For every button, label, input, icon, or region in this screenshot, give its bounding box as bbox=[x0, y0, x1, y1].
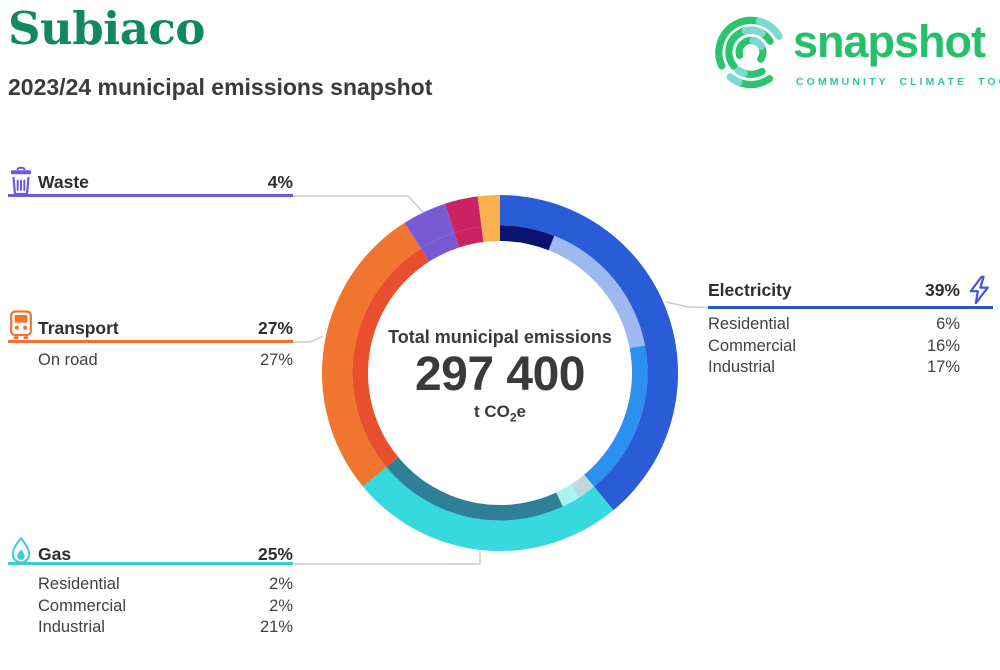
electricity-row-residential: Residential 6% bbox=[708, 315, 960, 333]
snapshot-tagline: COMMUNITY CLIMATE TOOL bbox=[796, 76, 1000, 88]
electricity-row-commercial: Commercial 16% bbox=[708, 336, 960, 355]
transport-underline bbox=[8, 340, 293, 343]
donut-segment-electricity-residential bbox=[500, 225, 555, 251]
transport-bus-icon bbox=[10, 310, 32, 340]
donut-segment-gas-commercial bbox=[556, 484, 580, 507]
transport-row-onroad: On road 27% bbox=[38, 351, 293, 369]
electricity-header: Electricity 39% bbox=[708, 280, 960, 301]
donut-segment-unlabeled-9 bbox=[481, 225, 500, 243]
donut-segment-waste bbox=[404, 203, 455, 249]
electricity-bolt-icon bbox=[969, 275, 989, 305]
waste-connector-line bbox=[293, 195, 424, 213]
gas-row-residential: Residential 2% bbox=[38, 575, 293, 593]
donut-segment-electricity-commercial bbox=[548, 235, 645, 349]
donut-segment-gas-residential bbox=[570, 474, 595, 498]
waste-header: Waste 4% bbox=[38, 172, 293, 193]
transport-label: Transport bbox=[38, 318, 119, 338]
total-emissions-unit: t CO2e bbox=[473, 402, 527, 425]
donut-segment-electricity-industrial bbox=[584, 345, 648, 487]
donut-segment-waste bbox=[420, 232, 460, 262]
gas-breakdown: Residential 2% Commercial 2% Industrial … bbox=[38, 574, 293, 639]
electricity-row-industrial: Industrial 17% bbox=[708, 358, 960, 376]
transport-connector-line bbox=[293, 335, 324, 343]
transport-breakdown: On road 27% bbox=[38, 350, 293, 372]
snapshot-logo-icon bbox=[715, 16, 783, 89]
waste-label: Waste bbox=[38, 172, 89, 192]
donut-center-text: Total municipal emissions 297 400 t CO2e bbox=[350, 327, 650, 425]
gas-underline bbox=[8, 562, 293, 565]
electricity-breakdown: Residential 6% Commercial 16% Industrial… bbox=[708, 314, 960, 379]
donut-rings bbox=[322, 195, 678, 551]
transport-percent: 27% bbox=[257, 318, 293, 338]
snapshot-wordmark: snapshot bbox=[793, 16, 986, 67]
donut-segment-transport bbox=[322, 222, 421, 487]
gas-percent: 25% bbox=[257, 544, 293, 564]
electricity-percent: 39% bbox=[924, 280, 960, 300]
gas-header: Gas 25% bbox=[38, 544, 293, 565]
gas-row-industrial: Industrial 21% bbox=[38, 618, 293, 636]
gas-label: Gas bbox=[38, 544, 72, 564]
gas-row-commercial: Commercial 2% bbox=[38, 596, 293, 615]
gas-connector-line bbox=[293, 551, 481, 565]
donut-segment-unlabeled-5 bbox=[477, 195, 500, 227]
donut-segment-unlabeled-8 bbox=[454, 226, 484, 248]
page-subtitle: 2023/24 municipal emissions snapshot bbox=[8, 74, 433, 100]
donut-segment-transport-on-road bbox=[352, 248, 430, 468]
donut-segment-electricity bbox=[500, 195, 678, 511]
donut-segment-gas-industrial bbox=[386, 457, 563, 521]
donut-segment-unlabeled-4 bbox=[444, 196, 482, 233]
total-emissions-label: Total municipal emissions bbox=[388, 327, 612, 347]
transport-header: Transport 27% bbox=[38, 318, 293, 339]
page-title: Subiaco bbox=[8, 2, 205, 55]
waste-trash-icon bbox=[11, 166, 31, 196]
waste-underline bbox=[8, 194, 293, 197]
waste-percent: 4% bbox=[267, 172, 293, 192]
electricity-label: Electricity bbox=[708, 280, 792, 300]
donut-segment-gas bbox=[362, 467, 614, 551]
electricity-connector-line bbox=[665, 301, 708, 309]
total-emissions-value: 297 400 bbox=[414, 348, 586, 401]
electricity-underline bbox=[708, 306, 993, 309]
